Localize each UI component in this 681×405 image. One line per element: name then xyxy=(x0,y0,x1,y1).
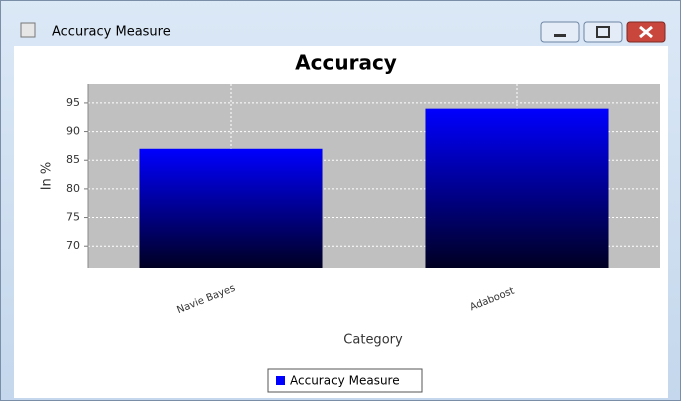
chart-title: Accuracy xyxy=(295,51,397,75)
x-axis-label: Category xyxy=(343,333,403,348)
y-axis-label: In % xyxy=(40,162,55,191)
maximize-button[interactable] xyxy=(583,21,623,43)
window-title: Accuracy Measure xyxy=(52,25,171,40)
bar xyxy=(139,148,323,268)
legend-label: Accuracy Measure xyxy=(290,374,400,388)
window-icon xyxy=(20,22,36,38)
legend xyxy=(267,368,423,393)
y-tick-label: 90 xyxy=(66,125,80,138)
close-icon xyxy=(639,25,653,39)
bar xyxy=(425,108,609,268)
y-tick-label: 85 xyxy=(66,153,80,166)
legend-swatch xyxy=(276,376,285,385)
maximize-icon xyxy=(596,26,610,38)
y-tick-label: 95 xyxy=(66,96,80,109)
y-tick-label: 80 xyxy=(66,182,80,195)
minimize-button[interactable] xyxy=(540,21,580,43)
y-tick-label: 70 xyxy=(66,239,80,252)
minimize-icon xyxy=(554,34,566,37)
y-tick-label: 75 xyxy=(66,211,80,224)
